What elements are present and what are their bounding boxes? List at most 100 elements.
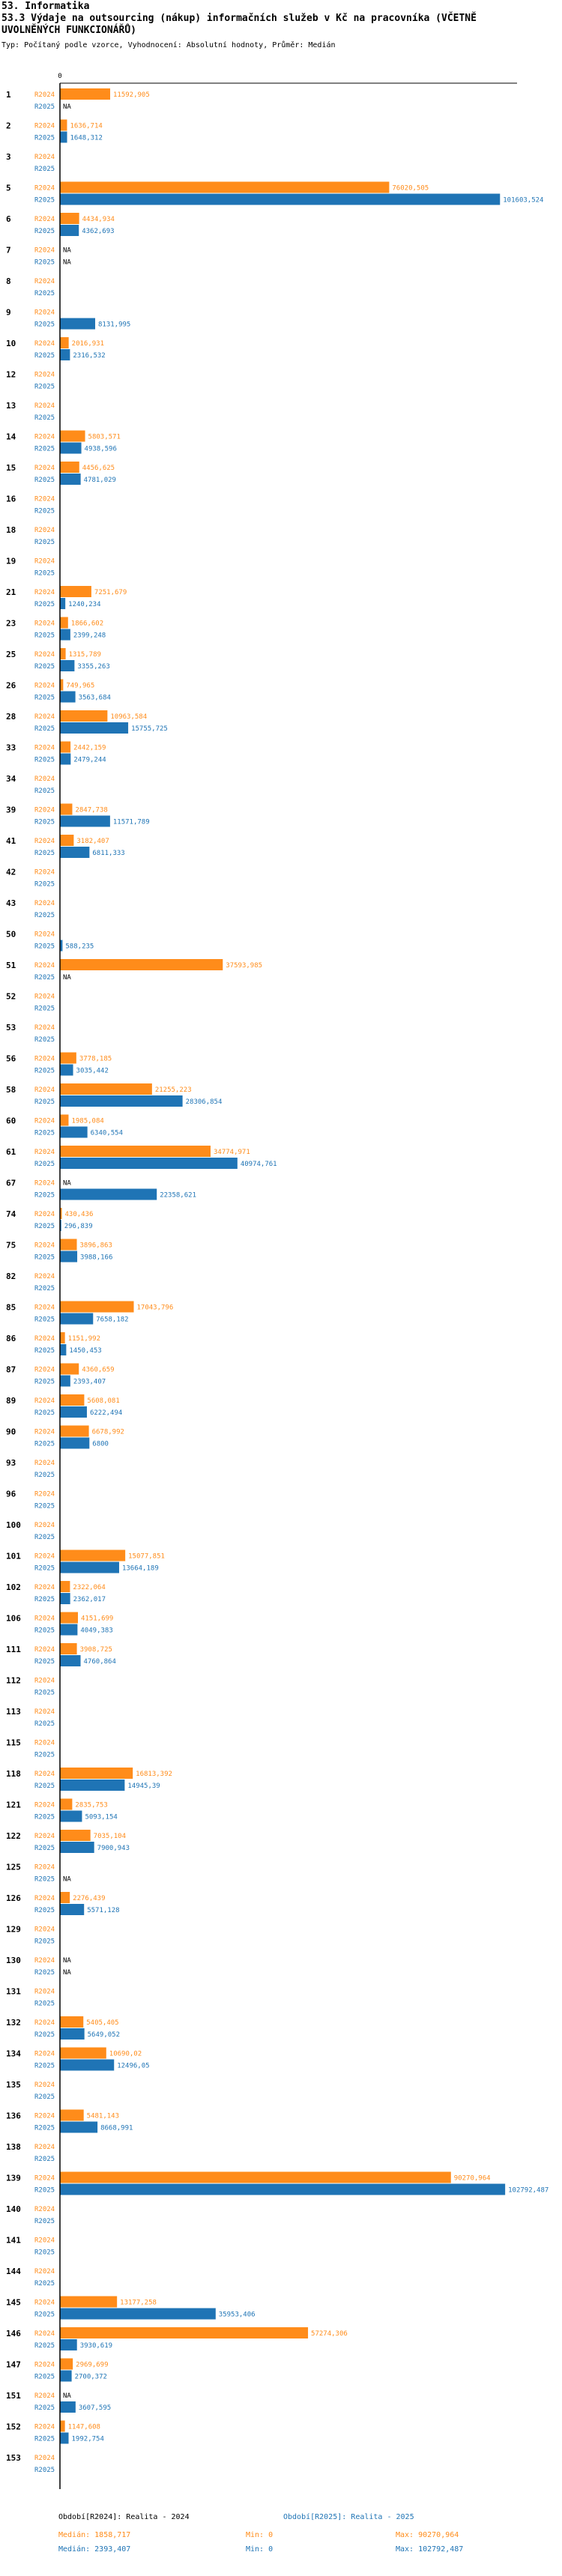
bar-r2025 [60, 442, 82, 454]
series-label-r2024: R2024 [34, 216, 55, 223]
series-label-r2025: R2025 [34, 197, 55, 205]
series-label-r2025: R2025 [34, 1472, 55, 1479]
category-label: 42 [6, 868, 16, 877]
value-label-r2024: 1985,084 [71, 1118, 103, 1125]
bar-r2025 [60, 1095, 183, 1107]
category-label: 28 [6, 712, 16, 722]
bar-r2025 [60, 1344, 67, 1355]
series-label-r2025: R2025 [34, 2312, 55, 2319]
value-label-r2025: 101603,524 [503, 197, 543, 205]
series-label-r2024: R2024 [34, 1522, 55, 1529]
value-label-r2025: 6222,494 [90, 1409, 122, 1417]
series-label-r2025: R2025 [34, 1565, 55, 1573]
value-label-r2025: 5649,052 [88, 2031, 120, 2039]
bar-r2025 [60, 1561, 119, 1573]
category-label: 130 [6, 1956, 21, 1965]
series-label-r2025: R2025 [34, 1223, 55, 1230]
value-label-r2024: 11592,905 [113, 91, 150, 99]
bar-r2024 [60, 1239, 77, 1251]
bar-r2024 [60, 337, 69, 348]
category-label: 101 [6, 1552, 21, 1561]
value-label-r2025: 2316,532 [73, 352, 105, 360]
bar-r2024 [60, 2420, 65, 2432]
series-label-r2024: R2024 [34, 2392, 55, 2400]
bar-r2024 [60, 2016, 84, 2028]
bar-r2025 [60, 815, 110, 827]
series-label-r2024: R2024 [34, 2424, 55, 2431]
value-label-r2024: 4151,699 [81, 1615, 113, 1623]
value-label-r2025: 11571,789 [113, 819, 150, 826]
value-label-r2025: 14945,39 [127, 1783, 160, 1790]
category-label: 34 [6, 774, 16, 784]
series-label-r2025: R2025 [34, 601, 55, 608]
bar-r2025 [60, 1593, 70, 1604]
bar-r2025 [60, 318, 96, 330]
category-label: 75 [6, 1241, 16, 1251]
bar-r2024 [60, 710, 108, 722]
series-label-r2024: R2024 [34, 1646, 55, 1654]
category-label: 125 [6, 1863, 21, 1872]
series-label-r2024: R2024 [34, 247, 55, 255]
series-label-r2025: R2025 [34, 539, 55, 546]
series-label-r2024: R2024 [34, 2455, 55, 2462]
value-label-r2025: 2700,372 [75, 2374, 107, 2381]
series-label-r2024: R2024 [34, 1335, 55, 1343]
category-label: 102 [6, 1582, 21, 1592]
series-label-r2025: R2025 [34, 1409, 55, 1417]
category-label: 8 [6, 276, 11, 286]
value-label-r2025: 3355,263 [77, 663, 109, 671]
value-label-r2024: 2016,931 [72, 340, 104, 348]
value-label-r2024: 1151,992 [68, 1335, 100, 1343]
value-label-r2024: 4434,934 [82, 216, 115, 223]
series-label-r2025: R2025 [34, 2093, 55, 2101]
series-label-r2025: R2025 [34, 2063, 55, 2070]
series-label-r2024: R2024 [34, 651, 55, 659]
series-label-r2025: R2025 [34, 2436, 55, 2443]
series-label-r2025: R2025 [34, 352, 55, 360]
category-label: 21 [6, 587, 16, 597]
bar-r2024 [60, 741, 71, 753]
bar-r2024 [60, 586, 91, 597]
series-label-r2025: R2025 [34, 1845, 55, 1852]
series-label-r2025: R2025 [34, 912, 55, 919]
series-label-r2025: R2025 [34, 477, 55, 484]
value-label-r2024: 10690,02 [109, 2051, 142, 2058]
bar-r2024 [60, 181, 390, 193]
legend-series-2024: Období[R2024]: Realita - 2024 [58, 2513, 190, 2521]
value-label-r2025: 2362,017 [73, 1596, 106, 1603]
series-label-r2024: R2024 [34, 2081, 55, 2089]
category-label: 25 [6, 650, 16, 659]
value-label-r2024: 749,965 [66, 683, 94, 690]
series-label-r2025: R2025 [34, 695, 55, 702]
series-label-r2025: R2025 [34, 2218, 55, 2225]
series-label-r2024: R2024 [34, 745, 55, 752]
series-label-r2025: R2025 [34, 974, 55, 982]
value-label-r2024: 2969,699 [76, 2362, 108, 2369]
series-label-r2025: R2025 [34, 757, 55, 764]
value-label-r2025: 588,235 [65, 943, 94, 951]
series-label-r2025: R2025 [34, 1006, 55, 1013]
series-label-r2025: R2025 [34, 2001, 55, 2008]
series-label-r2025: R2025 [34, 1690, 55, 1697]
series-label-r2024: R2024 [34, 402, 55, 410]
value-label-r2024: 7251,679 [94, 589, 127, 596]
series-label-r2024: R2024 [34, 962, 55, 970]
series-label-r2025: R2025 [34, 1876, 55, 1884]
bar-r2025 [60, 1220, 61, 1231]
series-label-r2024: R2024 [34, 1864, 55, 1872]
series-label-r2025: R2025 [34, 2374, 55, 2381]
bar-r2025 [60, 629, 70, 641]
category-label: 134 [6, 2049, 21, 2059]
category-label: 153 [6, 2453, 21, 2463]
series-label-r2025: R2025 [34, 135, 55, 142]
series-label-r2025: R2025 [34, 259, 55, 267]
bar-r2025 [60, 1406, 87, 1418]
value-label-r2025: NA [63, 103, 71, 111]
series-label-r2025: R2025 [34, 1285, 55, 1292]
series-label-r2024: R2024 [34, 1211, 55, 1218]
legend-2025-median: Medián: 2393,407 [58, 2545, 131, 2554]
bar-r2024 [60, 1052, 76, 1064]
value-label-r2025: 102792,487 [508, 2187, 549, 2195]
value-label-r2024: 3778,185 [79, 1056, 112, 1063]
series-label-r2025: R2025 [34, 2342, 55, 2350]
